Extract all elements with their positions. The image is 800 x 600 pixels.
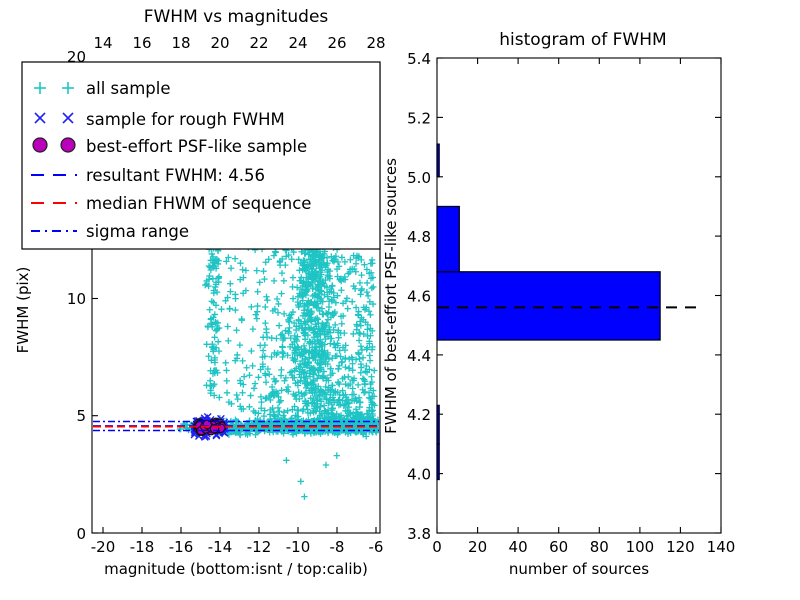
legend-label: median FHWM of sequence	[86, 194, 311, 213]
xtick-bottom-label: -10	[286, 538, 311, 556]
xtick-bottom-label: -14	[208, 538, 233, 556]
ytick-label: 4.2	[407, 406, 431, 424]
left-panel-top-tick-labels: 14 16 18 20 22 24 26 28	[93, 34, 385, 52]
xtick-bottom-label: -18	[130, 538, 155, 556]
ytick-label: 5.2	[407, 109, 431, 127]
ytick-label: 5	[76, 407, 86, 425]
plus-marker	[34, 82, 74, 94]
left-panel-title: FWHM vs magnitudes	[144, 7, 329, 27]
xtick-label: 120	[666, 538, 695, 556]
xtick-top-label: 24	[288, 34, 307, 52]
legend-label: sample for rough FWHM	[86, 110, 285, 129]
legend-item-all-sample[interactable]: all sample	[34, 79, 171, 98]
xtick-top-label: 16	[132, 34, 151, 52]
histogram-bar	[436, 443, 440, 481]
xtick-top-label: 22	[249, 34, 268, 52]
legend-item-resultant-fwhm[interactable]: resultant FWHM: 4.56	[31, 166, 265, 185]
histogram-bar	[436, 404, 440, 445]
legend-label: all sample	[86, 79, 171, 98]
ytick-label: 5.0	[407, 169, 431, 187]
left-panel-reference-lines	[93, 420, 379, 432]
left-panel-ylabel: FWHM (pix)	[14, 267, 32, 354]
xtick-bottom-label: -16	[169, 538, 194, 556]
left-panel-xlabel: magnitude (bottom:isnt / top:calib)	[104, 560, 368, 578]
ytick-label: 3.8	[407, 525, 431, 543]
legend-label: sigma range	[86, 222, 189, 241]
xtick-label: 80	[590, 538, 609, 556]
xtick-label: 60	[549, 538, 568, 556]
left-panel-bottom-ticks	[102, 527, 377, 533]
xtick-top-label: 20	[210, 34, 229, 52]
xtick-top-label: 14	[93, 34, 112, 52]
right-panel-xlabel: number of sources	[509, 560, 649, 578]
right-panel-x-ticks	[436, 58, 722, 533]
legend[interactable]: all sample sample for rough FWHM best-ef…	[21, 61, 381, 250]
left-panel-bottom-tick-labels: -20 -18 -16 -14 -12 -10 -8 -6	[91, 538, 384, 556]
circle-marker	[32, 137, 76, 153]
xtick-top-label: 26	[327, 34, 346, 52]
xtick-bottom-label: -6	[369, 538, 384, 556]
legend-label: best-effort PSF-like sample	[86, 137, 307, 156]
xtick-label: 0	[432, 538, 442, 556]
xtick-bottom-label: -8	[330, 538, 345, 556]
legend-label: resultant FWHM: 4.56	[86, 166, 265, 185]
xtick-top-label: 28	[366, 34, 385, 52]
histogram-bar	[436, 143, 440, 178]
legend-item-sigma-range[interactable]: sigma range	[31, 222, 189, 241]
legend-item-median-fhwm[interactable]: median FHWM of sequence	[31, 194, 311, 213]
ytick-label: 4.4	[407, 347, 431, 365]
xtick-bottom-label: -12	[247, 538, 272, 556]
right-panel-y-tick-labels: 3.8 4.0 4.2 4.4 4.6 4.8 5.0 5.2 5.4	[407, 50, 431, 543]
xtick-label: 100	[626, 538, 655, 556]
legend-frame	[21, 61, 381, 250]
xtick-bottom-label: -20	[91, 538, 116, 556]
xtick-label: 140	[707, 538, 736, 556]
legend-item-rough-fwhm[interactable]: sample for rough FWHM	[34, 110, 285, 129]
right-panel-x-tick-labels: 0 20 40 60 80 100 120 140	[432, 538, 735, 556]
right-panel-ylabel: FWHM of best-effort PSF-like sources	[382, 158, 400, 434]
histogram-bar	[436, 205, 460, 273]
right-panel-title: histogram of FWHM	[499, 30, 666, 50]
ytick-label: 4.0	[407, 466, 431, 484]
ytick-label: 10	[67, 290, 86, 308]
right-panel: histogram of FWHM	[382, 30, 735, 578]
xtick-label: 20	[468, 538, 487, 556]
legend-item-psf-like[interactable]: best-effort PSF-like sample	[32, 137, 307, 156]
ytick-label: 0	[76, 525, 86, 543]
ytick-label: 4.6	[407, 288, 431, 306]
xtick-label: 40	[509, 538, 528, 556]
ytick-label: 4.8	[407, 228, 431, 246]
ytick-label: 5.4	[407, 50, 431, 68]
histogram-bar	[436, 271, 661, 341]
cross-marker	[34, 112, 74, 124]
xtick-top-label: 18	[171, 34, 190, 52]
left-panel: FWHM vs magnitudes -20 -18 -16 -14 -12	[14, 7, 386, 578]
histogram-bars	[436, 143, 661, 481]
